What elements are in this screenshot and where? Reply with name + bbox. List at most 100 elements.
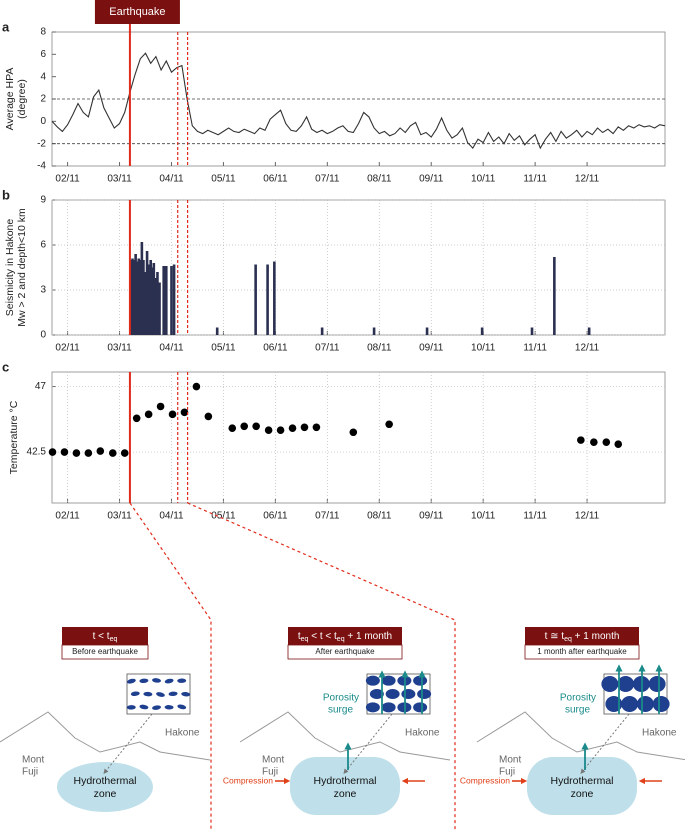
pore [365,675,380,686]
pore [413,702,428,713]
topography [0,711,211,761]
bar [372,327,376,335]
pore [152,705,161,710]
mountain-label: Fuji [499,767,515,778]
mountain-label: Mont [262,755,284,766]
y-axis-label: (degree) [16,79,28,119]
title-part: t [298,631,301,642]
x-tick-label: 06/11 [263,511,288,522]
bar [164,266,168,335]
x-tick-label: 10/11 [471,511,496,522]
x-tick-label: 04/11 [159,174,184,185]
x-tick-label: 02/11 [55,343,80,354]
bar [154,278,158,335]
x-tick-label: 05/11 [211,174,236,185]
pore [143,691,153,697]
point [300,423,309,432]
mountain-label: Fuji [22,767,38,778]
x-tick-label: 02/11 [55,511,80,522]
zone-label: Hydrothermal [313,775,376,787]
x-tick-label: 09/11 [419,343,444,354]
x-tick-label: 07/11 [315,343,340,354]
point [385,420,393,429]
bar [137,258,141,335]
bar [139,260,142,335]
data-line [51,52,666,150]
plot-frame [51,371,666,504]
point [288,424,297,432]
bar [425,327,429,335]
title-part: + 1 month [572,631,620,642]
point [349,428,358,437]
point [577,436,585,444]
y-tick-label: 8 [40,27,46,38]
x-tick-label: 12/11 [575,511,600,522]
x-tick-label: 02/11 [55,174,80,185]
point [120,449,129,457]
pore [617,676,635,692]
annotation: Earthquake [109,6,165,18]
x-tick-label: 04/11 [159,343,184,354]
bar [320,327,324,335]
title-part: t < t [93,631,110,642]
pore [139,704,149,710]
y-axis-label: Average HPA [4,68,16,131]
point [168,410,177,419]
topography [239,711,451,761]
point [72,449,81,457]
y-tick-label: 0 [40,330,46,341]
panel-title: teq < t < teq + 1 month [298,631,392,643]
panel-letter: c [2,359,9,374]
topography [476,711,685,761]
y-tick-label: 4 [40,71,46,82]
zone-label: zone [571,788,594,800]
pore [413,675,428,686]
x-tick-label: 07/11 [315,174,340,185]
point [240,422,249,431]
x-tick-label: 10/11 [471,343,496,354]
bar [170,266,173,335]
bar [273,261,276,335]
pore [126,705,136,710]
compression-label: Compression [223,775,273,785]
hakone-label: Hakone [642,728,677,739]
point [312,423,321,432]
pore [381,702,396,713]
y-tick-label: 6 [40,240,46,251]
x-tick-label: 08/11 [367,343,392,354]
x-tick-label: 11/11 [523,174,547,185]
y-tick-label: 6 [40,49,46,60]
pore [139,678,149,684]
bar [156,272,159,335]
y-tick-label: 0 [40,116,46,127]
bar [158,282,161,335]
panel-subtitle: 1 month after earthquake [537,647,627,656]
y-tick-label: 2 [40,94,46,105]
pore [152,678,161,683]
pore [156,692,165,697]
panel-subtitle: Before earthquake [72,647,138,656]
title-part: < t < t [308,631,337,642]
connector [129,502,212,830]
hydrothermal-zone [527,757,637,815]
x-tick-label: 06/11 [263,174,288,185]
bar [587,327,591,335]
pore [401,689,416,699]
bar [149,260,153,335]
zone-label: zone [334,788,357,800]
point [252,422,260,431]
x-tick-label: 08/11 [367,511,392,522]
point [96,447,105,455]
bar [530,327,534,335]
porosity-label: Porosity [560,693,596,704]
x-tick-label: 09/11 [419,511,444,522]
y-axis-label: Mw > 2 and depth<10 km [16,208,28,327]
hydrothermal-zone [57,762,153,812]
bar [144,272,147,335]
pore [164,678,174,684]
pore [369,689,384,699]
porosity-label: Porosity [323,693,359,704]
title-box [288,627,402,645]
